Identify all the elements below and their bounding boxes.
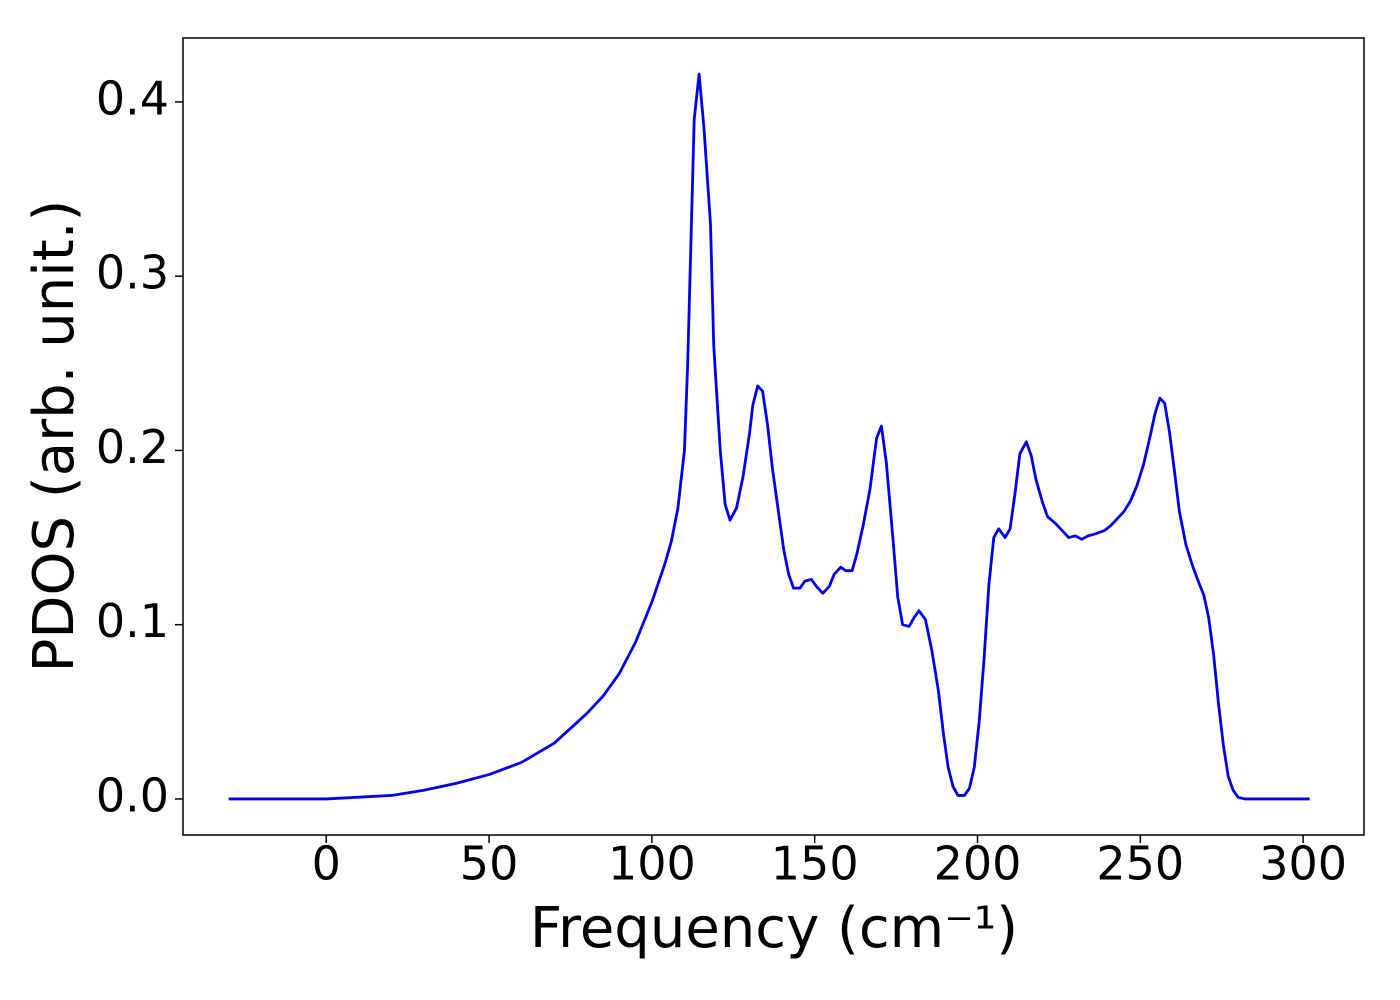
x-tick-label: 200: [934, 837, 1022, 891]
x-tick-label: 100: [608, 837, 696, 891]
x-tick-label: 250: [1096, 837, 1184, 891]
y-tick-label: 0.0: [96, 768, 169, 822]
plot-frame: [182, 37, 1365, 836]
x-axis-label: Frequency (cm⁻¹): [530, 896, 1018, 961]
y-tick-label: 0.2: [96, 420, 169, 474]
x-tick-label: 150: [771, 837, 859, 891]
x-tick-label: 0: [312, 837, 341, 891]
y-axis-label: PDOS (arb. unit.): [22, 200, 87, 673]
x-tick-label: 300: [1259, 837, 1347, 891]
data-line: [228, 72, 1310, 801]
y-tick-label: 0.1: [96, 594, 169, 648]
y-tick-label: 0.3: [96, 246, 169, 300]
x-tick-label: 50: [460, 837, 519, 891]
y-tick-label: 0.4: [96, 71, 169, 125]
